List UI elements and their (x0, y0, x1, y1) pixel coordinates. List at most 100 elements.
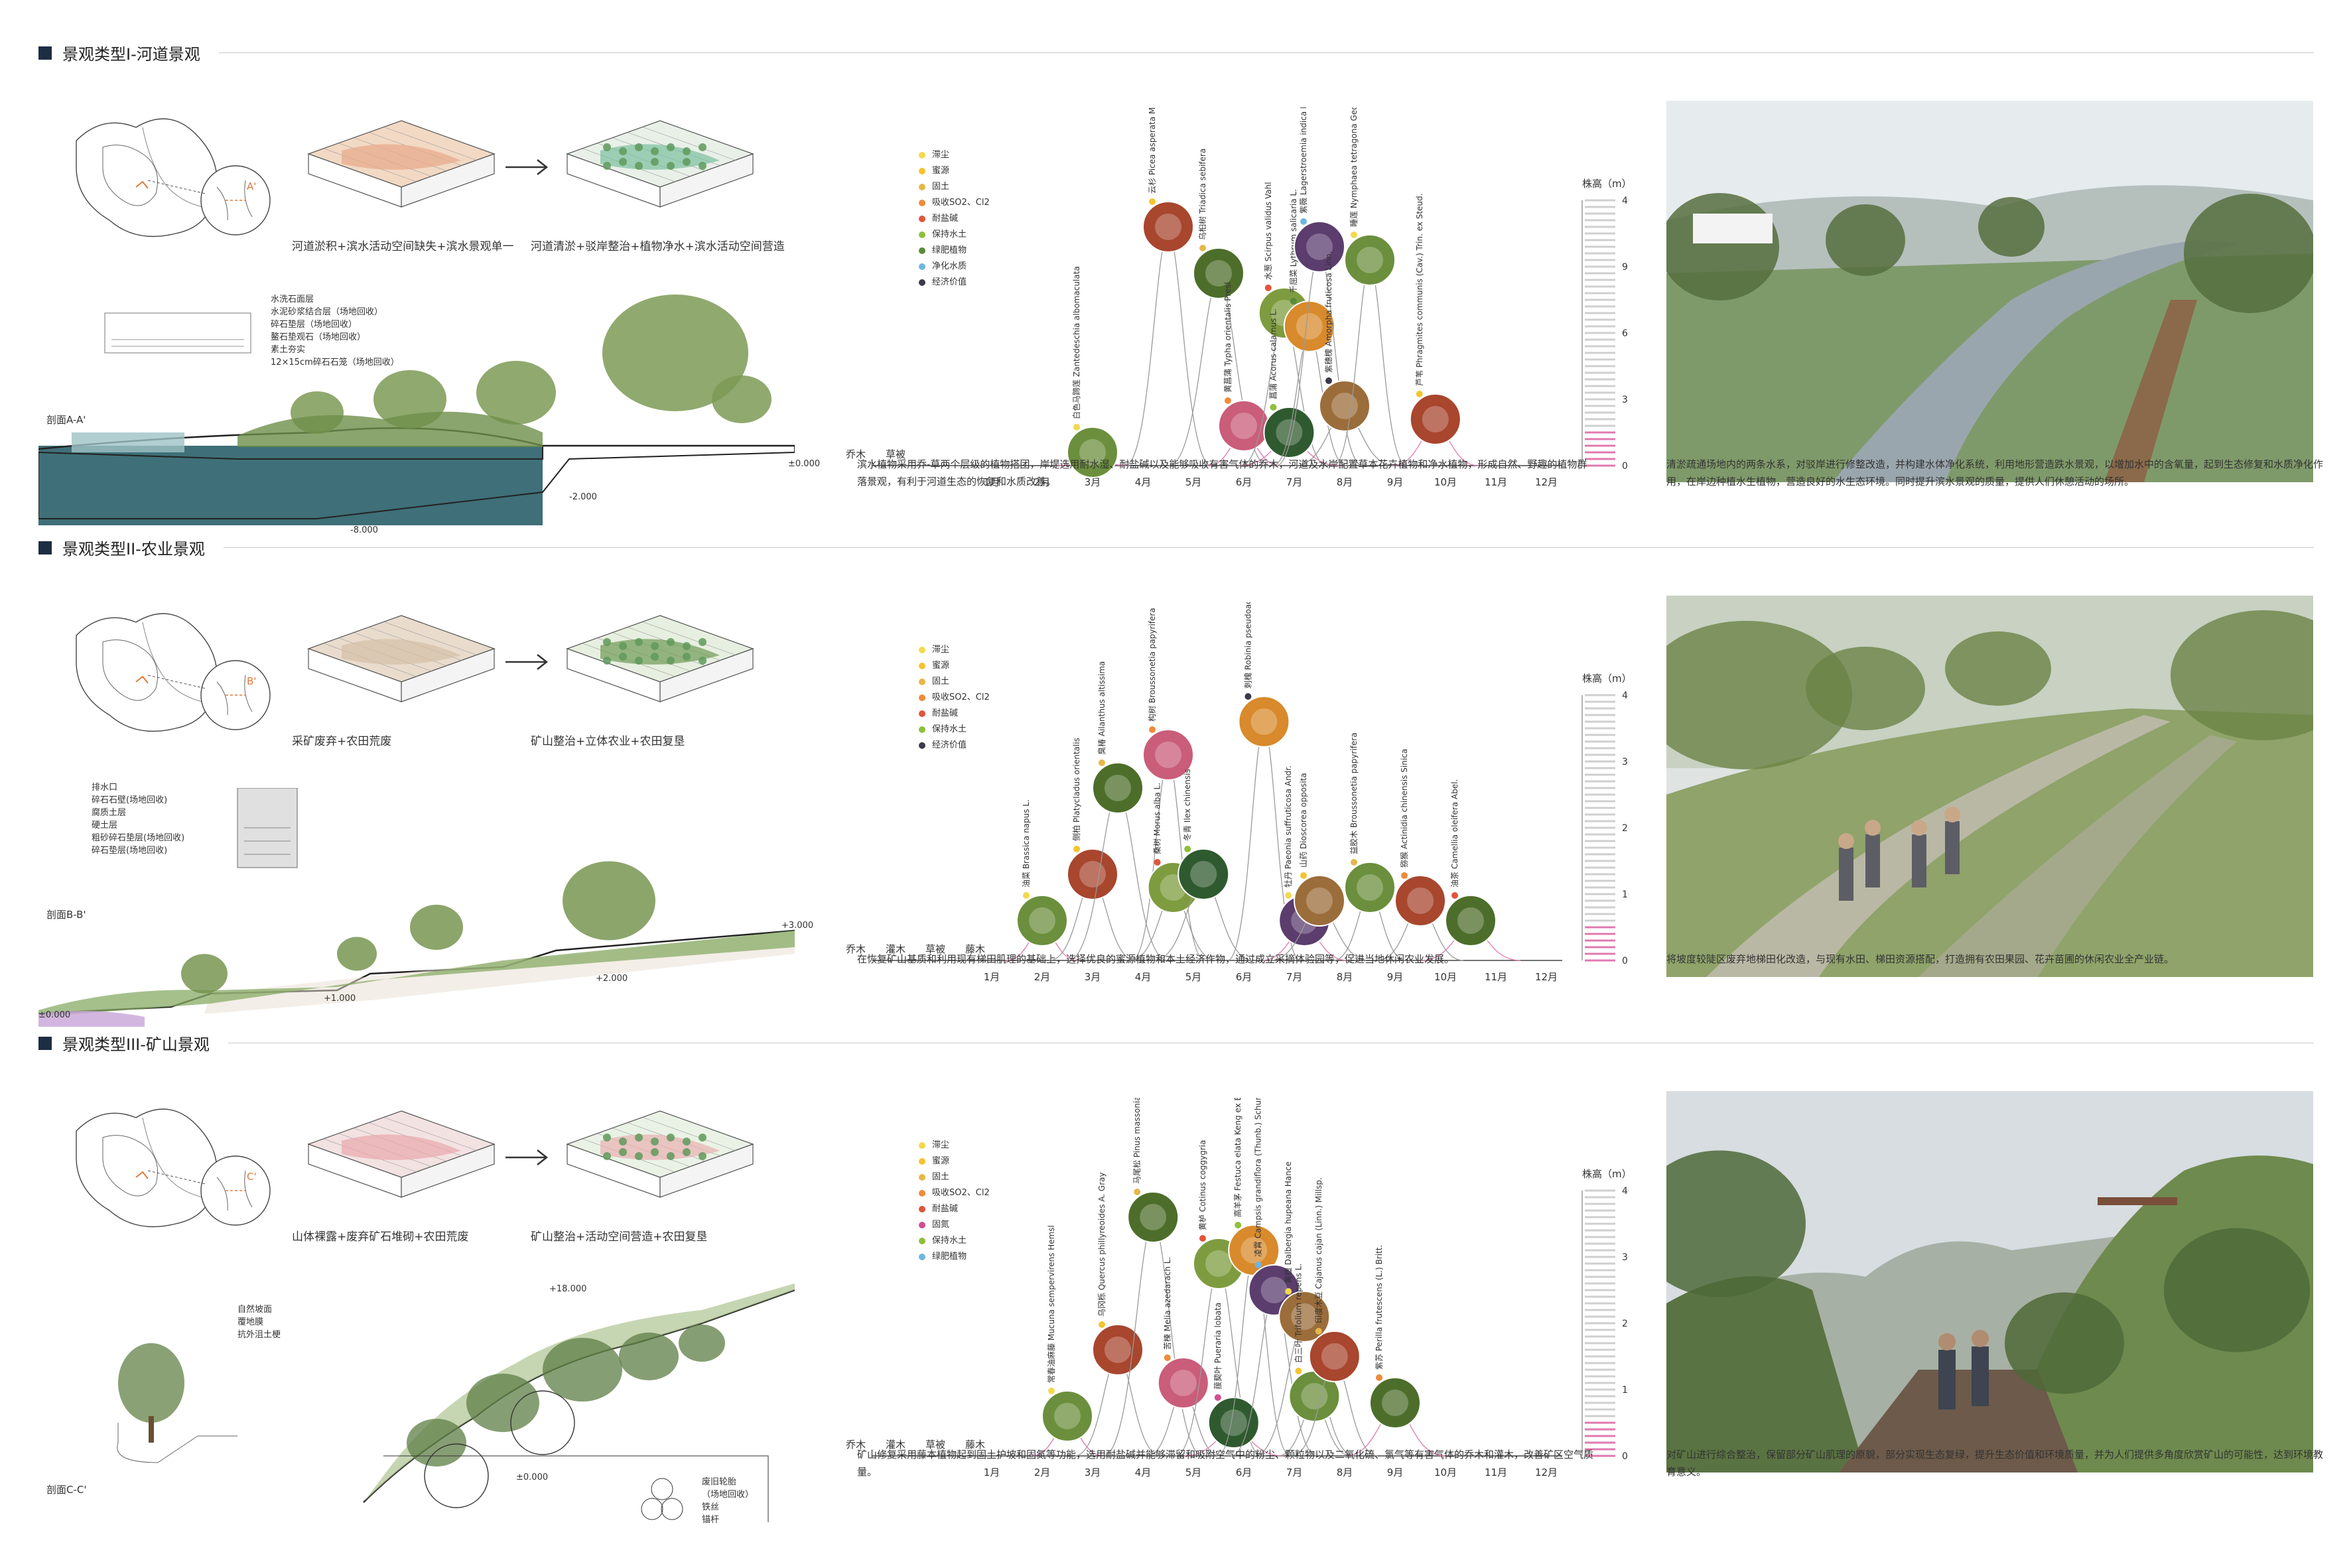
legend-label: 耐盐碱 (932, 708, 959, 718)
axo-before-label: 采矿废弃+农田荒废 (292, 735, 392, 748)
plant-photo-highlight (1296, 313, 1323, 340)
plant-name-label: 凌霄 Campsis grandiflora (Thunb.) Schum. (1254, 1098, 1263, 1257)
axonometric-before (307, 120, 496, 208)
x-tick-label: 3月 (1085, 1467, 1101, 1478)
y-axis-label: 株高（m） (1582, 178, 1629, 190)
strata-label: 腐质土层 (92, 808, 127, 818)
plant-name-label: 黄菖蒲 Typha orientalis Presl (1223, 282, 1233, 393)
landscape-rendering-photo (1666, 101, 2313, 482)
chart-canvas: 株高（m） 0 10 20 30 40 1月 2月 3月 4月 5月 6月 7月 8月 9月 10月 11月 12… (846, 1059, 1634, 1478)
plant-photo-highlight (1291, 1303, 1318, 1330)
plant-name-label: 构树 Broussonetia papyrifera (1147, 608, 1157, 722)
legend-item: 固土 (919, 179, 990, 195)
strata-label: 素土夯实 (271, 345, 306, 355)
legend-item: 耐盐碱 (919, 1201, 990, 1217)
y-axis-label: 株高（m） (1582, 1168, 1629, 1180)
strata-label: 铁丝 (702, 1502, 720, 1512)
legend-dot-icon (919, 247, 925, 254)
legend-item: 吸收SO2、Cl2 (919, 690, 990, 706)
x-tick-label: 8月 (1337, 971, 1353, 983)
plant-name-label: 马尾松 Pinus massoniana (1132, 1098, 1142, 1184)
section-label: 剖面B-B' (46, 909, 86, 921)
x-tick-label: 2月 (1034, 476, 1051, 488)
legend-item: 保持水土 (919, 227, 990, 243)
strata-label: 排水口 (92, 783, 118, 793)
legend-dot-icon (919, 216, 925, 222)
plant-photo-highlight (1357, 874, 1383, 901)
plant-photo-highlight (1190, 861, 1217, 887)
plant-photo-marker (1308, 1331, 1361, 1382)
plant-photo-highlight (1105, 1337, 1131, 1363)
plant-photo-highlight (1301, 1383, 1328, 1409)
chart-legend: 滞尘 蜜源 固土 吸收SO2、Cl2 耐盐碱 保持水土 绿肥植物 净化水质 经济价值 (919, 147, 990, 291)
section-title: 景观类型I-河道景观 (38, 41, 2314, 64)
plant-photo-highlight (1321, 1343, 1348, 1370)
legend-dot-icon (919, 1254, 925, 1260)
plant-attribute-dot (1451, 892, 1458, 899)
plant-name-label: 紫穗槐 Amorpha fruticosa Linn. (1323, 251, 1333, 373)
plant-photo-highlight (1155, 742, 1181, 768)
plant-attribute-dot (1285, 1288, 1292, 1295)
plant-name-label: 益胶木 Broussonetia papyrifera (1349, 732, 1359, 854)
x-tick-label: 10月 (1434, 1467, 1457, 1478)
title-square-icon (38, 46, 52, 60)
x-tick-label: 2月 (1034, 971, 1051, 983)
plant-attribute-dot (1199, 245, 1206, 251)
plant-attribute-dot (1199, 1235, 1206, 1242)
axonometric-before (307, 1110, 496, 1198)
legend-dot-icon (919, 231, 925, 238)
legend-label: 吸收SO2、Cl2 (932, 198, 990, 208)
legend-dot-icon (919, 647, 925, 653)
strata-legend: 水洗石面层 水泥砂浆结合层（场地回收） 碎石垫层（场地回收） 鳌石垫观石（场地回收） 素… (271, 293, 399, 369)
plant-photo-highlight (1260, 1277, 1288, 1303)
axonometric-before (307, 615, 496, 702)
legend-label: 保持水土 (932, 1236, 967, 1246)
legend-label: 经济价值 (932, 740, 967, 750)
plant-photo-highlight (1382, 1390, 1408, 1416)
legend-label: 净化水质 (932, 261, 967, 271)
x-tick-label: 6月 (1236, 476, 1252, 488)
y-tick-label: 0 (1622, 461, 1628, 472)
x-tick-label: 9月 (1387, 476, 1404, 488)
legend-label: 滞尘 (932, 150, 950, 160)
photo-description: 将坡度较陡区废弃地梯田化改造，与现有水田、梯田资源搭配，打造拥有农田果园、花卉苗… (1666, 953, 2175, 965)
axo-after-label: 矿山整治+活动空间营造+农田复垦 (531, 1230, 708, 1244)
y-axis-label: 株高（m） (1582, 673, 1629, 685)
plant-name-label: 乌桕树 Triadica sebifera (1197, 149, 1207, 240)
section-profile: 剖面B-B' 排水口 碎石石壁(场地回收) 腐质土层 硬土层 粗砂碎石垫层(场地回收) 碎… (38, 783, 813, 1027)
plant-photo-marker (1193, 247, 1244, 299)
plant-name-label: 牡丹 Paeonia suffruticosa Andr. (1283, 765, 1293, 887)
landscape-section-1: 景观类型I-河道景观 A' 河道淤积+滨水活动空间缺失+滨水景观单一 河道清淤+… (0, 41, 2351, 545)
section-title: 景观类型II-农业景观 (38, 536, 2314, 559)
plant-photo-marker (1142, 201, 1194, 253)
legend-dot-icon (919, 279, 925, 286)
x-tick-label: 6月 (1236, 1467, 1252, 1478)
x-tick-label: 2月 (1034, 1467, 1051, 1478)
plant-attribute-dot (1300, 872, 1307, 879)
layer-label: 乔木 (846, 943, 866, 955)
plant-name-label: 菝葜叶 Pueraria lobata (1213, 1303, 1223, 1390)
plant-name-label: 白三叶 Trifolium repens L. (1293, 1264, 1303, 1363)
strata-label: （场地回收） (702, 1490, 754, 1500)
legend-item: 绿肥植物 (919, 243, 990, 259)
plant-name-label: 千屈菜 Lythrum salicaria L. (1289, 189, 1298, 293)
elevation-label: +2.000 (596, 974, 628, 984)
plant-name-label: 白色马蹄莲 Zantedeschia albomaculata (1071, 266, 1081, 419)
x-tick-label: 10月 (1434, 971, 1457, 983)
strata-label: 碎石垫层（场地回收） (271, 320, 358, 330)
legend-dot-icon (919, 694, 925, 701)
legend-dot-icon (919, 200, 925, 206)
plant-photo-marker (1142, 729, 1194, 781)
y-tick-label: 0 (1622, 1451, 1628, 1462)
y-tick-label: 20 (1622, 823, 1629, 834)
site-map-diagram (76, 118, 271, 237)
plant-attribute-dot (1264, 285, 1272, 291)
landscape-section-3: 景观类型III-矿山景观 C' 山体裸露+废弃矿石堆砌+农田荒废 矿山整治+活动… (0, 1031, 2351, 1568)
plant-attribute-dot (1048, 1388, 1055, 1394)
strata-label: 硬土层 (92, 820, 118, 830)
x-tick-label: 7月 (1286, 971, 1303, 983)
legend-item: 蜜源 (919, 658, 990, 674)
arrow-right-icon (505, 159, 549, 175)
legend-item: 蜜源 (919, 163, 990, 179)
legend-label: 固土 (932, 1172, 950, 1182)
